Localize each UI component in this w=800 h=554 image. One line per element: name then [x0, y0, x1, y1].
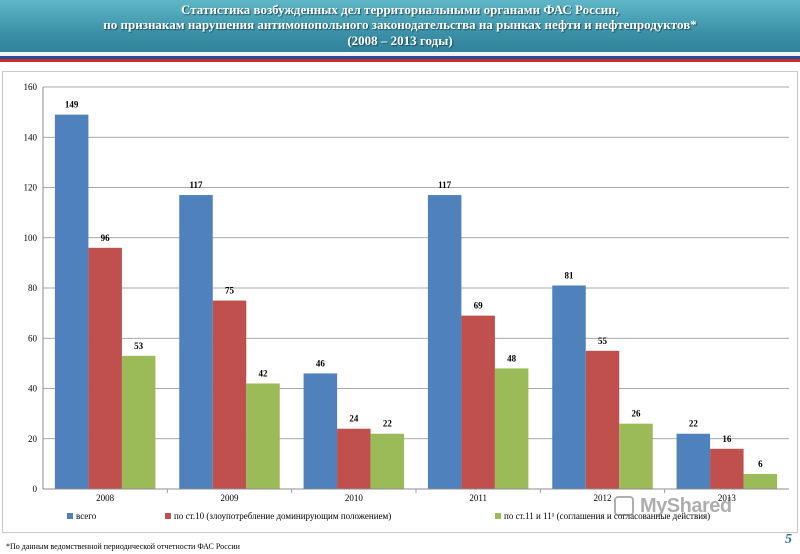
- y-tick-label: 40: [28, 384, 38, 394]
- bar-2010-s1: [303, 373, 338, 489]
- footnote: *По данным ведомственной периодической о…: [6, 542, 240, 551]
- x-tick-label: 2011: [469, 493, 487, 503]
- data-label: 55: [598, 336, 608, 346]
- bar-2010-s3: [370, 433, 405, 489]
- slide-header: Статистика возбужденных дел территориаль…: [0, 0, 800, 62]
- bar-2009-s2: [212, 300, 247, 489]
- legend-label-3: по ст.11 и 11¹ (соглашения и согласованн…: [504, 511, 710, 521]
- x-tick-label: 2013: [718, 493, 737, 503]
- y-tick-label: 60: [28, 333, 38, 343]
- data-label: 26: [632, 409, 642, 419]
- y-tick-label: 140: [24, 132, 38, 142]
- bar-2011-s1: [427, 195, 462, 489]
- axes: 0 20 40 60 80 100 120 140 160 2008 2009 2010 2011 201…: [24, 82, 789, 503]
- bar-2010-s2: [337, 428, 371, 489]
- bar-2008-s1: [54, 114, 89, 489]
- bar-2008-s2: [88, 247, 122, 489]
- data-labels: 149 96 53 117 75 42 46 24 22 117 69 48 81 55 26 22 16 6: [65, 100, 763, 469]
- flag-band-red: [0, 59, 800, 62]
- bar-2013-s1: [676, 433, 711, 489]
- legend-swatch-2: [165, 513, 171, 519]
- x-tick-label: 2008: [96, 493, 115, 503]
- title-line-1: Статистика возбужденных дел территориаль…: [181, 2, 619, 17]
- bar-2012-s2: [585, 350, 620, 489]
- data-label: 22: [383, 419, 393, 429]
- y-tick-label: 120: [24, 183, 38, 193]
- y-tick-label: 0: [33, 484, 38, 494]
- title-line-3: (2008 – 2013 годы): [347, 33, 453, 48]
- legend: всего по ст.10 (злоупотребление доминирую…: [67, 511, 710, 521]
- bar-2013-s3: [743, 473, 778, 489]
- bar-2009-s1: [179, 195, 213, 489]
- flag-band-white: [0, 52, 800, 56]
- flag-band-blue: [0, 56, 800, 59]
- bar-2009-s3: [246, 383, 280, 489]
- data-label: 69: [474, 301, 484, 311]
- data-label: 75: [225, 286, 235, 296]
- bars: [54, 114, 778, 489]
- data-label: 16: [722, 434, 732, 444]
- y-tick-label: 20: [28, 434, 38, 444]
- data-label: 149: [65, 100, 79, 110]
- legend-swatch-3: [495, 513, 501, 519]
- legend-label-1: всего: [76, 511, 97, 521]
- data-label: 117: [189, 180, 203, 190]
- page-number: 5: [785, 532, 792, 547]
- y-tick-label: 80: [28, 283, 38, 293]
- data-label: 42: [259, 368, 269, 378]
- x-tick-label: 2009: [221, 493, 240, 503]
- data-label: 48: [507, 353, 517, 363]
- data-label: 53: [134, 341, 144, 351]
- bar-2011-s3: [494, 368, 529, 489]
- data-label: 24: [349, 414, 359, 424]
- bar-2011-s2: [461, 315, 495, 489]
- data-label: 46: [316, 358, 326, 368]
- chart-frame: 149 96 53 117 75 42 46 24 22 117 69 48 81 55 26 22 16 6 0…: [2, 71, 798, 533]
- bar-2008-s3: [121, 355, 156, 489]
- bar-chart: 149 96 53 117 75 42 46 24 22 117 69 48 81 55 26 22 16 6 0…: [24, 82, 789, 521]
- data-label: 6: [758, 459, 763, 469]
- bar-2012-s1: [552, 285, 586, 489]
- title-line-2: по признакам нарушения антимонопольного …: [103, 17, 697, 32]
- data-label: 81: [565, 270, 575, 280]
- x-tick-label: 2012: [594, 493, 612, 503]
- bar-2013-s2: [710, 448, 744, 489]
- data-label: 96: [101, 233, 111, 243]
- bar-2012-s3: [619, 423, 653, 489]
- y-tick-label: 160: [24, 82, 38, 92]
- data-label: 22: [689, 419, 699, 429]
- y-tick-label: 100: [24, 233, 38, 243]
- legend-label-2: по ст.10 (злоупотребление доминирующим п…: [174, 511, 391, 521]
- data-label: 117: [438, 180, 452, 190]
- legend-swatch-1: [67, 513, 73, 519]
- x-tick-label: 2010: [345, 493, 364, 503]
